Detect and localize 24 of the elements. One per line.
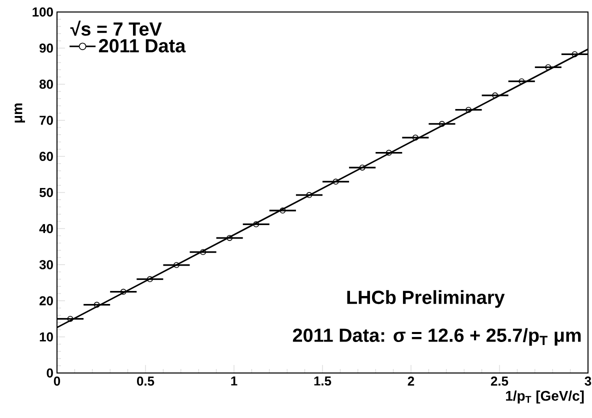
y-tick-label: 70 [40, 116, 53, 125]
x-tick-label: 2.5 [490, 376, 508, 386]
annotation: 2011 Data: σ = 12.6 + 25.7/p$_{T}$ μm [292, 328, 581, 346]
y-tick-label: 10 [40, 332, 53, 342]
annotation: LHCb Preliminary [347, 290, 505, 308]
y-tick-label: 20 [40, 296, 53, 306]
y-tick-label: 30 [39, 260, 53, 270]
y-tick-label: 60 [40, 152, 53, 161]
x-tick-label: 3 [584, 376, 592, 386]
y-tick-label: 0 [46, 368, 53, 378]
legend-title: √s = 7 TeV [70, 20, 162, 36]
x-tick-label: 0.5 [137, 376, 154, 386]
x-tick-label: 0 [54, 376, 60, 386]
y-tick-label: 80 [39, 80, 53, 89]
y-tick-label: 90 [40, 44, 53, 53]
x-tick-label: 1.5 [314, 376, 332, 386]
x-tick-label: 1 [231, 376, 238, 386]
y-tick-label: 50 [39, 188, 53, 198]
y-axis-title: μm [14, 103, 25, 123]
x-axis-title: 1/p$_{T}$ [GeV/c] [506, 390, 584, 404]
legend-label: 2011 Data [98, 39, 186, 52]
y-tick-label: 40 [39, 224, 53, 234]
x-tick-label: 2 [408, 376, 414, 386]
y-tick-label: 100 [32, 7, 53, 17]
